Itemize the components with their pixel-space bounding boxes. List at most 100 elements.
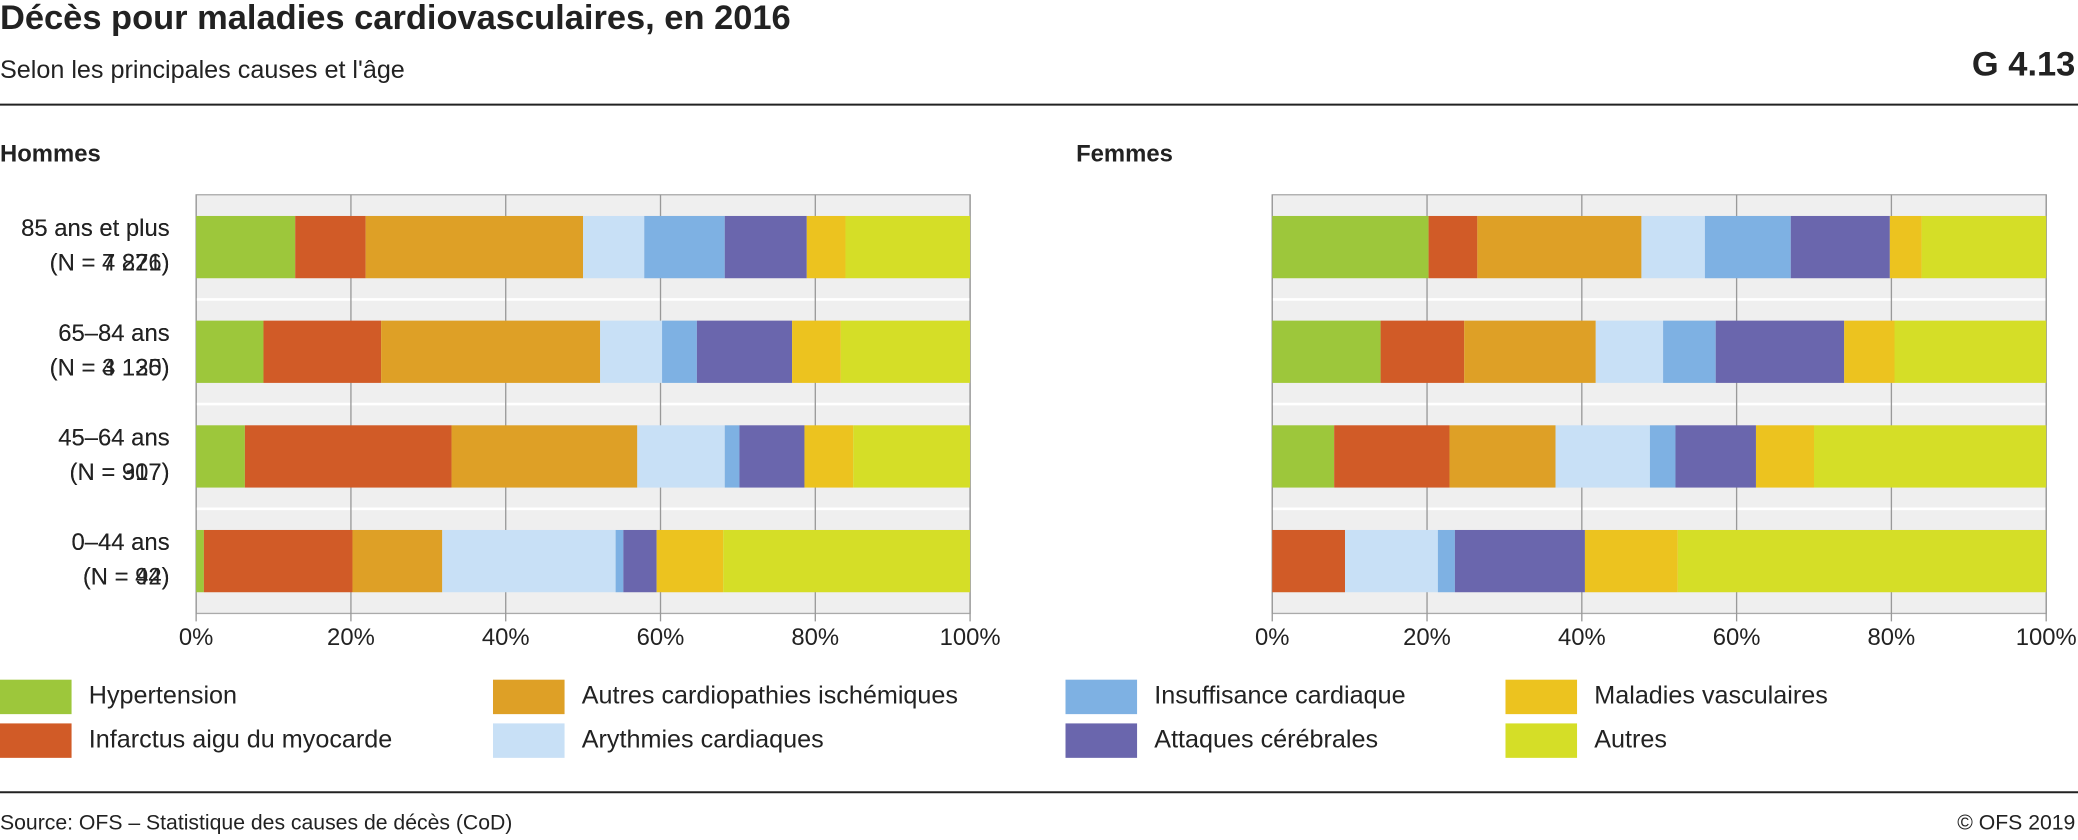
bar-segment [637,425,725,488]
y-tick-label: 65–84 ans [58,320,169,347]
bar-segment [696,320,793,383]
x-tick-label: 60% [1713,624,1761,651]
bar-segment [1428,215,1478,279]
bar-segment [295,215,366,279]
y-tick-label: 0–44 ans [71,529,169,556]
subtitle: Selon les principales causes et l'âge [0,56,405,84]
bar-segment [723,529,971,593]
bar-segment [724,425,740,488]
legend-swatch [0,679,72,715]
bar-segment [244,425,452,488]
bar-segment [1889,215,1922,279]
bar-segment [806,215,846,279]
y-tick-label: 85 ans et plus [21,215,170,242]
bar-segment [1595,320,1664,383]
legend-swatch [1505,723,1578,758]
bar-segment [845,215,971,279]
x-tick-label: 0% [1255,624,1289,651]
bar-segment [1704,215,1791,279]
bar-segment [724,215,807,279]
legend-swatch [492,679,565,715]
x-tick-label: 60% [637,624,685,651]
bar-segment [840,320,971,383]
bar-segment [1272,320,1381,383]
x-tick-label: 0% [179,624,213,651]
y-tick-label: (N = 42) [83,564,170,591]
y-tick-label: 45–64 ans [58,425,169,452]
legend-label: Maladies vasculaires [1594,682,1828,710]
bar-segment [1584,529,1678,593]
bar-segment [1649,425,1676,488]
bar-segment [1844,320,1895,383]
bar-segment [1454,529,1585,593]
x-tick-label: 100% [940,624,1001,651]
bar-segment [1641,215,1705,279]
bar-segment [1272,215,1429,279]
bar-segment [1464,320,1596,383]
bar-segment [196,215,296,279]
bar-segment [381,320,601,383]
source: Source: OFS – Statistique des causes de … [0,812,512,835]
legend-swatch [1505,679,1578,715]
bar-segment [644,215,725,279]
legend-label: Autres [1594,725,1667,753]
bar-segment [1715,320,1845,383]
y-tick-label: (N = 4 125) [50,354,170,381]
bar-segment [196,529,204,593]
y-tick-label: (N = 3 130) [50,354,170,381]
panel-title: Femmes [1076,140,1173,167]
bar-segment [1272,529,1345,593]
y-tick-label: (N = 94) [83,564,170,591]
bar-segment [623,529,657,593]
bar-segment [451,425,638,488]
x-tick-label: 100% [2016,624,2077,651]
bar-segment [662,320,697,383]
title: Décès pour maladies cardiovasculaires, e… [0,0,791,37]
bar-segment [196,320,264,383]
bar-segment [656,529,724,593]
bar-segment [853,425,971,488]
x-tick-label: 20% [1403,624,1451,651]
bar-segment [792,320,841,383]
legend-label: Insuffisance cardiaque [1154,682,1405,710]
bar-segment [615,529,624,593]
bar-segment [1677,529,2047,593]
y-tick-label: 65–84 ans [58,320,169,347]
x-tick-label: 80% [791,624,839,651]
bar-segment [196,425,245,488]
legend-label: Infarctus aigu du myocarde [89,725,392,753]
bar-segment [804,425,854,488]
legend-swatch [1065,723,1138,758]
copyright: © OFS 2019 [1957,812,2075,835]
legend-label: Hypertension [89,682,237,710]
bar-segment [1477,215,1642,279]
bar-segment [1921,215,2047,279]
bar-segment [365,215,584,279]
bar-segment [1344,529,1438,593]
y-tick-label: (N = 7 876) [50,250,170,277]
bar-segment [203,529,353,593]
legend-swatch [1065,679,1138,715]
legend-label: Attaques cérébrales [1154,725,1378,753]
bar-segment [263,320,382,383]
bar-segment [583,215,645,279]
bar-segment [352,529,443,593]
bar-segment [1380,320,1465,383]
y-tick-label: 85 ans et plus [21,215,170,242]
bar-segment [442,529,616,593]
bar-segment [1894,320,2047,383]
bar-segment [1437,529,1455,593]
bar-segment [1814,425,2047,488]
chart-code: G 4.13 [1972,45,2075,83]
x-tick-label: 80% [1868,624,1916,651]
bar-segment [1272,425,1335,488]
bar-segment [739,425,805,488]
bar-segment [1790,215,1890,279]
legend-label: Arythmies cardiaques [582,725,824,753]
bar-segment [1449,425,1556,488]
y-tick-label: (N = 307) [70,459,170,486]
bar-segment [1675,425,1756,488]
panel-title: Hommes [0,140,101,167]
bar-segment [1663,320,1716,383]
